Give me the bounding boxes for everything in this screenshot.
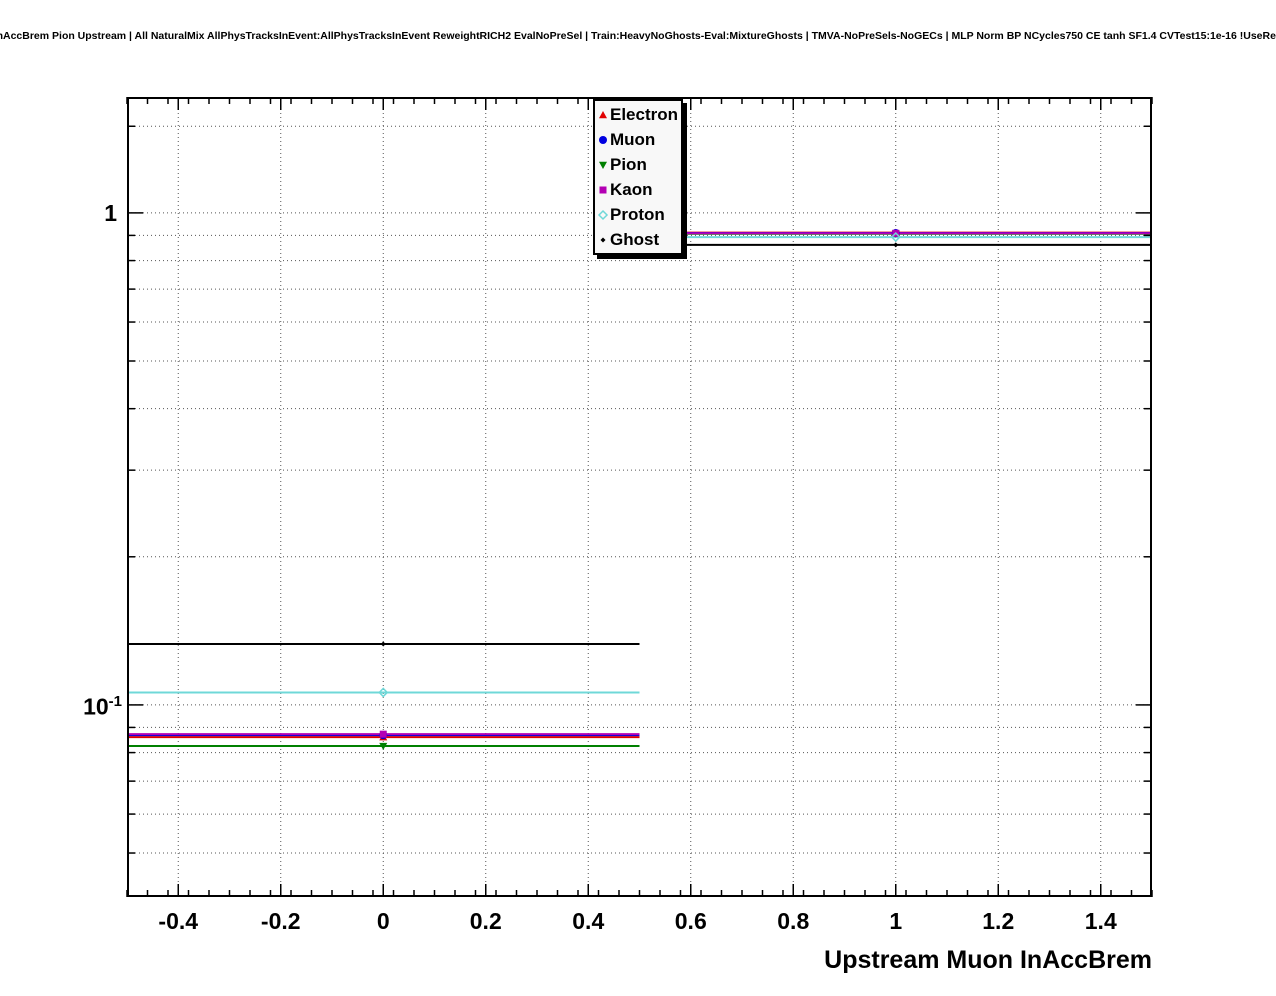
marker-pion-icon xyxy=(379,742,388,751)
x-tick-label: -0.4 xyxy=(158,908,199,934)
legend-marker-pion-icon xyxy=(599,161,607,169)
marker-ghost-icon xyxy=(893,242,899,248)
legend-item-muon: Muon xyxy=(596,127,678,152)
x-axis-title: Upstream Muon InAccBrem xyxy=(824,946,1152,974)
legend-marker-kaon-icon xyxy=(599,186,607,193)
x-tick-label: 0.4 xyxy=(572,908,605,934)
plot-area: Electron Muon Pion Kaon Proton Ghost xyxy=(126,97,1153,897)
x-tick-label: -0.2 xyxy=(260,908,301,934)
x-tick-label: 0.2 xyxy=(469,908,502,934)
marker-proton-icon xyxy=(378,687,389,698)
y-tick-label-0.1: 10-1 xyxy=(26,694,122,719)
legend-item-proton: Proton xyxy=(596,202,678,227)
square-icon xyxy=(599,186,607,193)
legend-marker-muon-icon xyxy=(599,135,607,144)
legend-marker-electron-icon xyxy=(599,110,607,118)
y-tick-label-1: 1 xyxy=(104,200,117,226)
legend-item-electron: Electron xyxy=(596,102,678,127)
legend-label: Electron xyxy=(610,105,679,124)
y-exp-base: 10 xyxy=(83,693,109,720)
legend-label: Kaon xyxy=(610,180,653,199)
x-tick-label: 0.6 xyxy=(674,908,707,934)
legend-item-pion: Pion xyxy=(596,152,678,177)
legend-label: Pion xyxy=(610,155,647,174)
triangle-down-icon xyxy=(599,161,607,169)
legend-item-kaon: Kaon xyxy=(596,177,678,202)
marker-kaon-icon xyxy=(379,730,387,738)
diamond-open-icon xyxy=(597,209,609,220)
legend-item-ghost: Ghost xyxy=(596,227,678,252)
marker-ghost-icon xyxy=(380,641,386,647)
legend-label: Ghost xyxy=(610,230,660,249)
x-tick-label: 1 xyxy=(889,908,903,934)
x-tick-label: 0.8 xyxy=(777,908,810,934)
marker-proton-icon xyxy=(890,232,901,243)
x-tick-label: 1.4 xyxy=(1084,908,1117,934)
legend-marker-proton-icon xyxy=(597,209,609,220)
diamond-icon xyxy=(600,237,606,242)
chart xyxy=(126,97,1153,897)
legend: Electron Muon Pion Kaon Proton Ghost xyxy=(593,99,684,255)
legend-label: Proton xyxy=(610,205,665,224)
triangle-up-icon xyxy=(599,110,607,118)
y-exp: -1 xyxy=(108,693,122,710)
plot-frame xyxy=(127,97,1152,897)
x-tick-label: 1.2 xyxy=(982,908,1015,934)
x-tick-label: 0 xyxy=(376,908,390,934)
circle-icon xyxy=(599,135,607,144)
legend-marker-ghost-icon xyxy=(600,237,606,242)
legend-label: Muon xyxy=(610,130,656,149)
plot-title: InAccBrem Pion Upstream | All NaturalMix… xyxy=(0,26,1276,46)
